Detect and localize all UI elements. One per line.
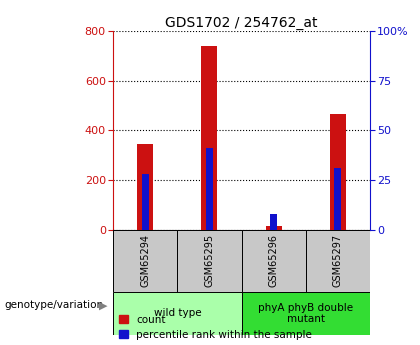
Text: ▶: ▶ bbox=[99, 300, 107, 310]
Bar bbox=[202, 46, 218, 230]
Text: GSM65294: GSM65294 bbox=[140, 234, 150, 287]
Legend: count, percentile rank within the sample: count, percentile rank within the sample bbox=[118, 315, 312, 340]
Bar bbox=[270, 214, 277, 230]
Bar bbox=[137, 144, 153, 230]
Text: genotype/variation: genotype/variation bbox=[4, 300, 103, 310]
Bar bbox=[113, 292, 241, 335]
Text: wild type: wild type bbox=[154, 308, 201, 318]
Text: GSM65297: GSM65297 bbox=[333, 234, 343, 287]
Text: GSM65296: GSM65296 bbox=[268, 234, 278, 287]
Bar bbox=[142, 174, 149, 230]
Bar bbox=[241, 230, 306, 292]
Bar bbox=[306, 230, 370, 292]
Bar bbox=[178, 230, 242, 292]
Bar bbox=[206, 148, 213, 230]
Bar bbox=[330, 114, 346, 230]
Title: GDS1702 / 254762_at: GDS1702 / 254762_at bbox=[165, 16, 318, 30]
Bar bbox=[334, 168, 341, 230]
Bar bbox=[241, 292, 370, 335]
Text: phyA phyB double
mutant: phyA phyB double mutant bbox=[258, 303, 353, 324]
Bar bbox=[265, 226, 281, 230]
Text: GSM65295: GSM65295 bbox=[205, 234, 215, 287]
Bar bbox=[113, 230, 178, 292]
